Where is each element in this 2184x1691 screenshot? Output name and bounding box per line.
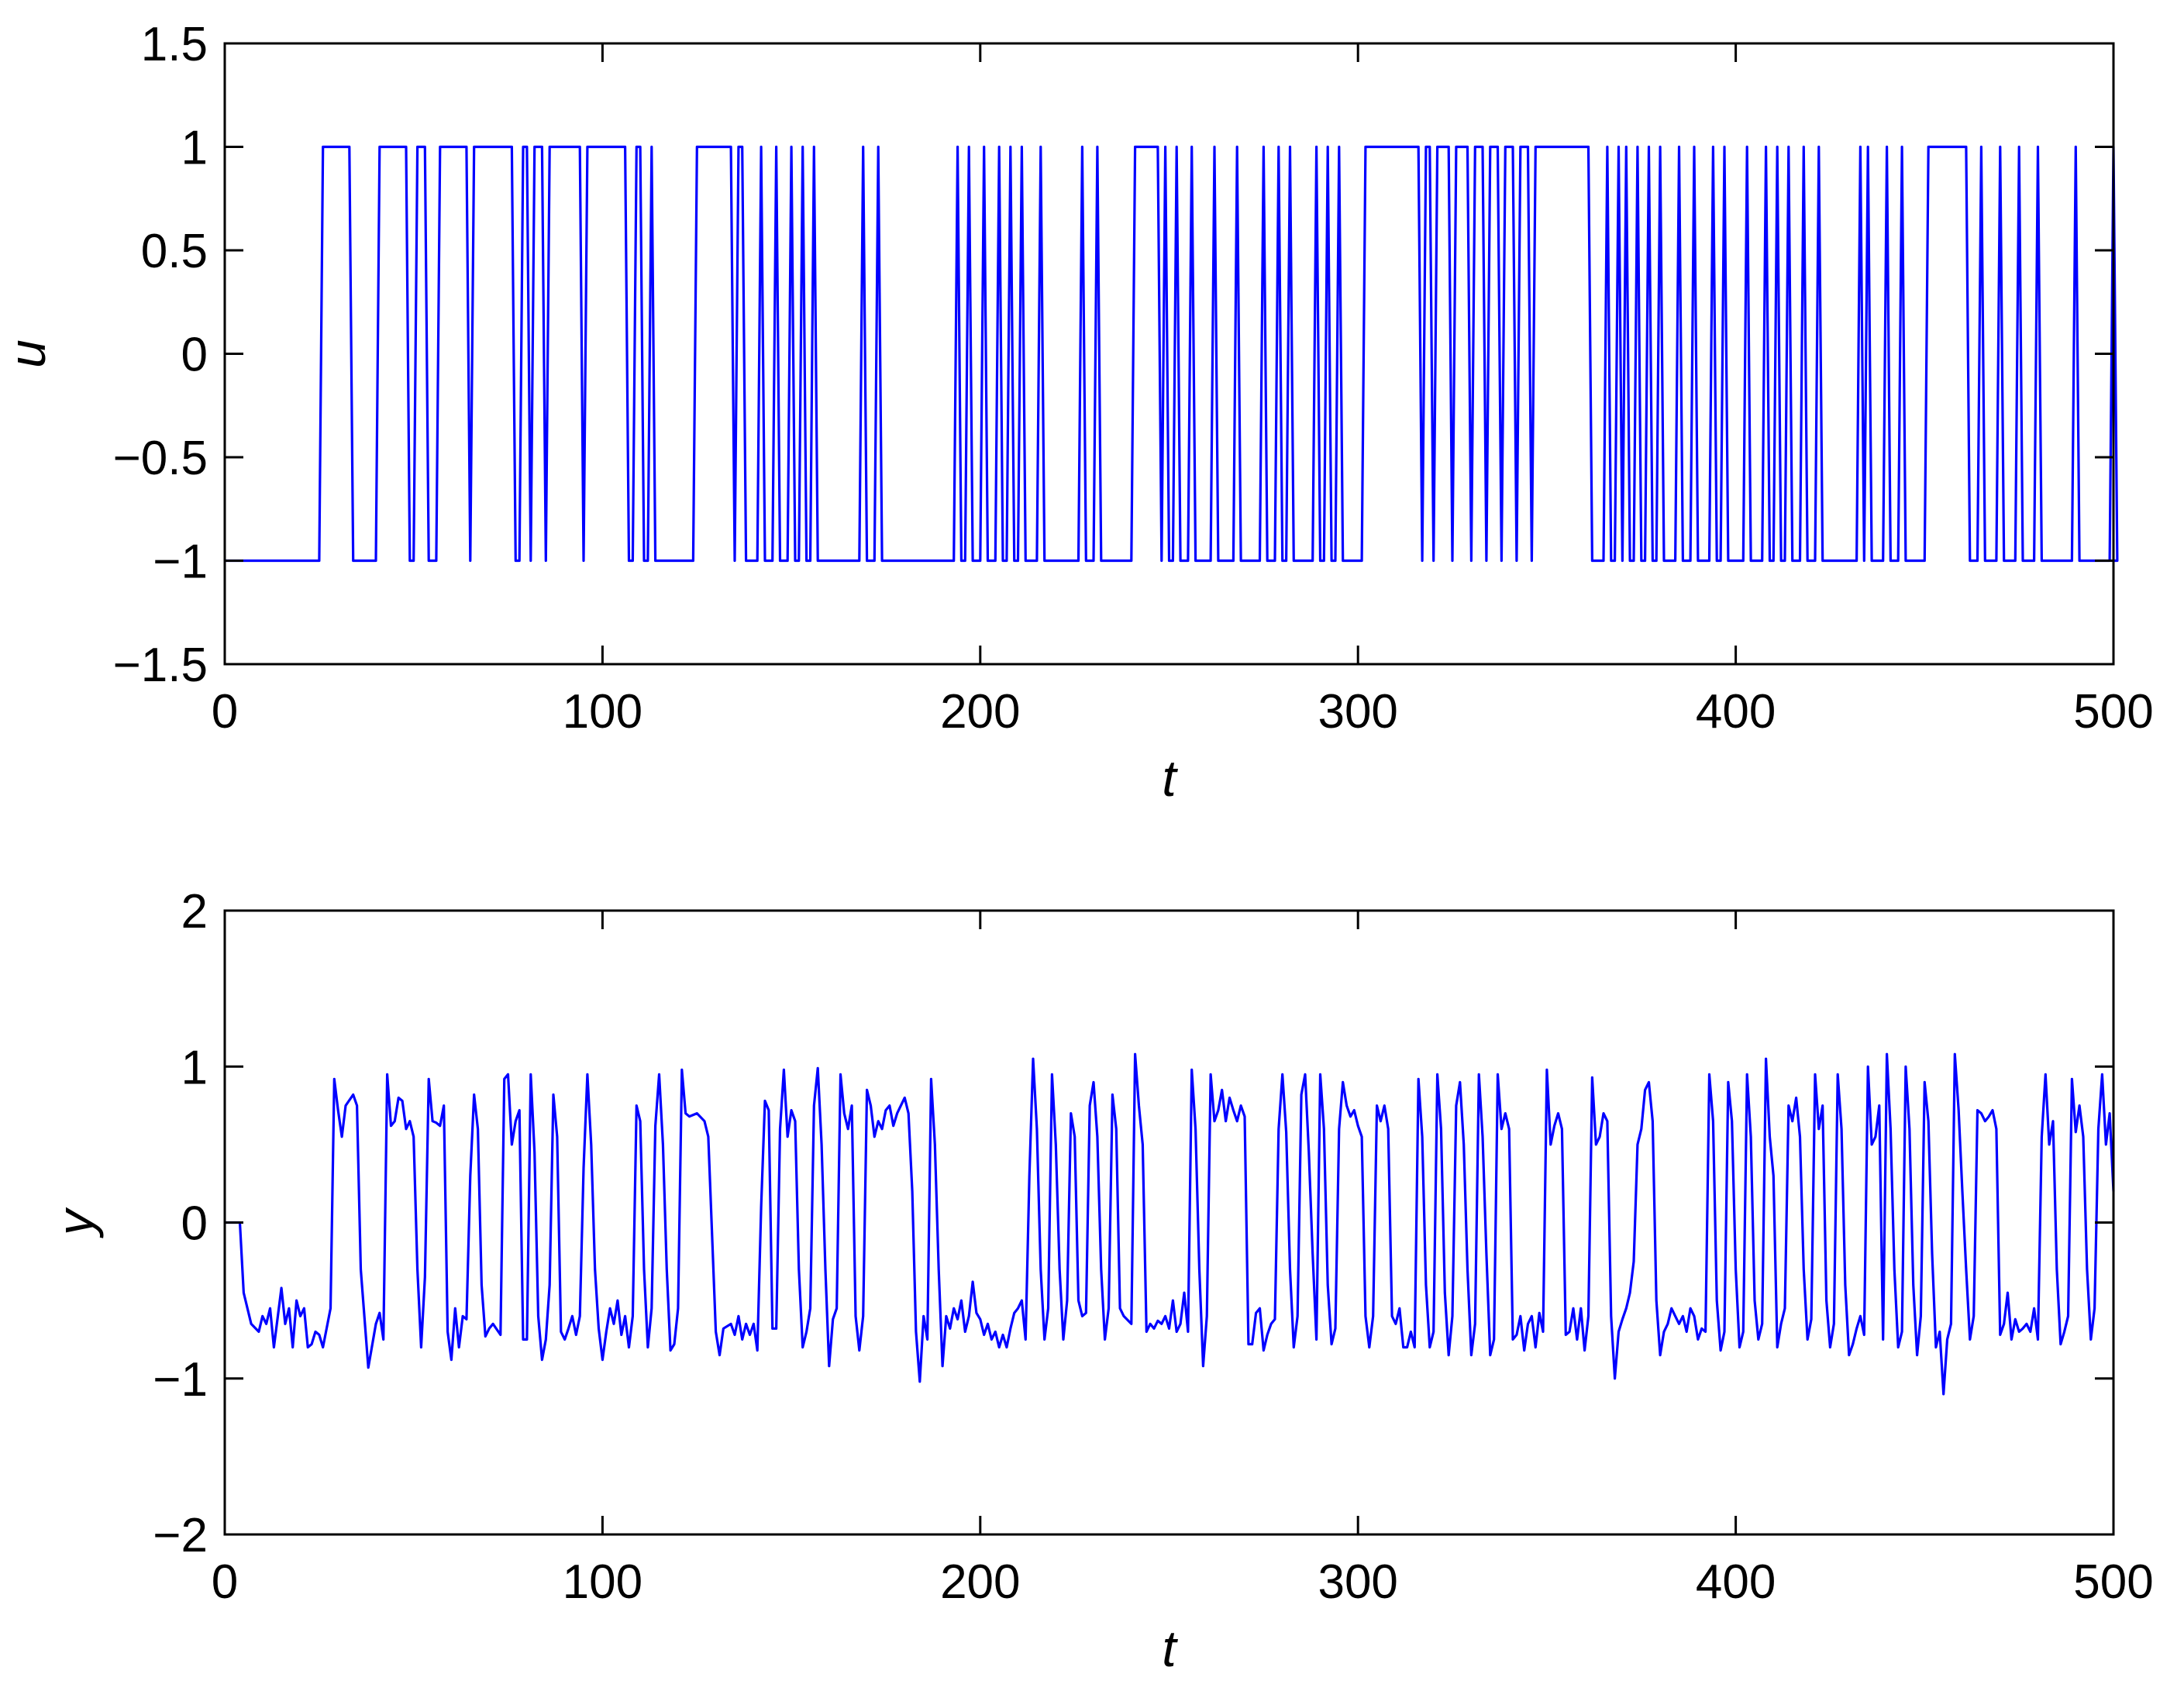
top-subplot-u: 0 100 200 300 400 500 1.5 1 0.5 0 −0.5 −1 −1.5 t u	[0, 18, 2154, 807]
y-tick-label: −0.5	[113, 432, 208, 485]
y-tick-label: 0	[181, 329, 208, 382]
series-line-y	[225, 1052, 2115, 1396]
bottom-subplot-y: 0 100 200 300 400 500 2 1 0 −1 −2 t y	[47, 885, 2154, 1677]
y-axis-label-u: u	[0, 339, 56, 368]
x-tick-label: 100	[563, 685, 642, 739]
y-tick-label: 0.5	[141, 225, 208, 278]
y-tick-label: 1	[181, 1041, 208, 1094]
x-axis-label-y: t	[1162, 1620, 1178, 1677]
x-tick-label: 200	[940, 1555, 1020, 1609]
x-tick-label: 400	[1696, 685, 1776, 739]
series-line-u	[225, 145, 2119, 563]
x-tick-label: 400	[1696, 1555, 1776, 1609]
x-tick-label: 100	[563, 1555, 642, 1609]
x-tick-label: 300	[1318, 685, 1397, 739]
x-tick-label: 200	[940, 685, 1020, 739]
y-axis-label-y: y	[47, 1207, 104, 1238]
y-tick-label: −1.5	[113, 639, 208, 692]
y-tick-label: 0	[181, 1197, 208, 1251]
y-tick-label: −2	[153, 1509, 208, 1562]
y-tick-label: −1	[153, 1353, 208, 1407]
x-axis-label-u: t	[1162, 749, 1178, 807]
x-tick-label: 500	[2073, 1555, 2153, 1609]
x-tick-label: 0	[212, 1555, 238, 1609]
y-tick-label: 1.5	[141, 18, 208, 71]
x-tick-label: 500	[2073, 685, 2153, 739]
x-tick-label: 300	[1318, 1555, 1397, 1609]
y-tick-label: 1	[181, 122, 208, 175]
y-tick-label: 2	[181, 885, 208, 938]
x-tick-label: 0	[212, 685, 238, 739]
y-tick-label: −1	[153, 536, 208, 589]
